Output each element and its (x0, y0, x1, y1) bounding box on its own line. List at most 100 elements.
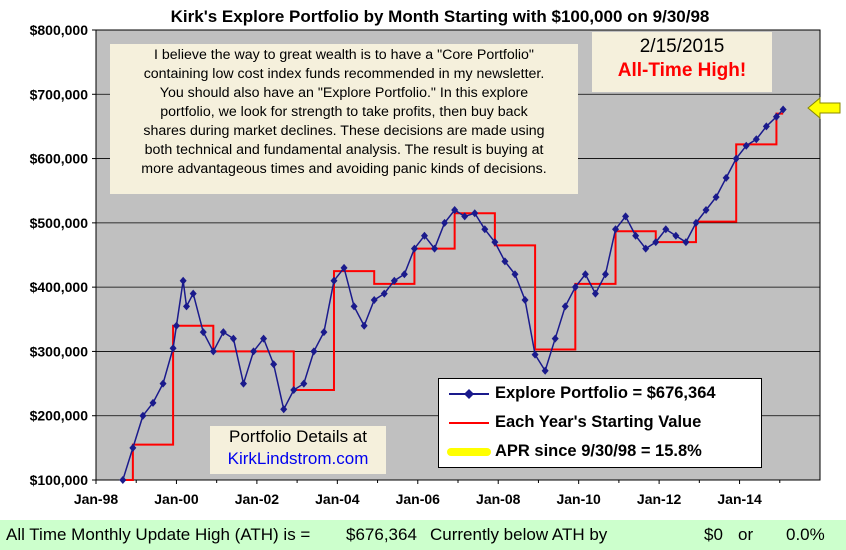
legend-label-apr: APR since 9/30/98 = 15.8% (495, 442, 702, 460)
explore-portfolio-point (591, 289, 599, 298)
y-tick-label: $400,000 (30, 279, 89, 295)
y-tick-label: $100,000 (30, 472, 89, 488)
y-axis-ticks: $100,000 $200,000 $300,000 $400,000 $500,000… (30, 22, 96, 488)
explore-portfolio-point (742, 141, 750, 150)
x-tick-label: Jan-98 (74, 491, 119, 507)
explore-portfolio-point (601, 270, 609, 279)
explore-portfolio-point (250, 347, 258, 356)
explore-portfolio-point (280, 405, 288, 414)
explore-portfolio-point (119, 476, 127, 484)
explore-portfolio-point (692, 218, 700, 227)
explore-portfolio-point (481, 225, 489, 234)
explore-portfolio-point (340, 263, 348, 272)
note-line: containing low cost index funds recommen… (143, 66, 545, 82)
explore-portfolio-point (183, 302, 190, 311)
x-axis-ticks: Jan-98 Jan-00 Jan-02 Jan-04 Jan-06 Jan-08 Jan-… (74, 480, 781, 507)
explore-portfolio-point (551, 334, 559, 343)
explore-portfolio-point (652, 238, 660, 247)
note-line: both technical and fundamental analysis.… (144, 142, 544, 158)
explore-portfolio-point (622, 212, 630, 221)
arrow-pointer-icon (807, 96, 841, 120)
explore-portfolio-point (199, 328, 207, 337)
explore-portfolio-point (320, 328, 328, 337)
series-explore-portfolio (119, 105, 787, 484)
explore-portfolio-point (209, 347, 217, 356)
explore-portfolio-point (370, 296, 378, 304)
explore-portfolio-point (330, 276, 338, 285)
y-tick-label: $700,000 (30, 86, 89, 102)
explore-portfolio-point (229, 334, 237, 343)
explore-portfolio-point (390, 276, 398, 285)
legend-label-starting: Each Year's Starting Value (495, 413, 702, 431)
chart-title: Kirk's Explore Portfolio by Month Starti… (171, 7, 710, 26)
explore-portfolio-point (189, 289, 197, 298)
y-tick-label: $200,000 (30, 408, 89, 424)
explore-portfolio-point (712, 193, 720, 202)
explore-portfolio-point (762, 122, 770, 131)
explore-portfolio-point (139, 411, 147, 420)
explore-portfolio-point (260, 334, 268, 343)
footer-below-amount: $0 (704, 525, 723, 544)
explore-portfolio-point (400, 270, 408, 279)
ath-date-box: 2/15/2015 All-Time High! (592, 32, 772, 92)
explore-portfolio-point (571, 283, 579, 292)
x-tick-label: Jan-00 (154, 491, 199, 507)
explore-portfolio-point (159, 379, 167, 388)
ath-footer: All Time Monthly Update High (ATH) is = … (0, 520, 846, 550)
explore-portfolio-point (169, 344, 177, 353)
y-tick-label: $600,000 (30, 151, 89, 167)
explore-portfolio-point (172, 321, 180, 330)
y-tick-label: $500,000 (30, 215, 89, 231)
explore-portfolio-point (471, 209, 479, 218)
explore-portfolio-point (531, 350, 539, 359)
explore-portfolio-point (149, 398, 157, 407)
legend-swatch-apr (447, 448, 491, 456)
legend-item-apr: APR since 9/30/98 = 15.8% (439, 440, 761, 464)
x-tick-label: Jan-14 (717, 491, 762, 507)
details-text: Portfolio Details at (229, 427, 367, 446)
explore-portfolio-point (350, 302, 358, 311)
x-tick-label: Jan-08 (476, 491, 521, 507)
y-tick-label: $300,000 (30, 343, 89, 359)
explore-portfolio-point (300, 379, 308, 388)
explore-portfolio-point (662, 225, 670, 234)
note-line: I believe the way to great wealth is to … (154, 47, 534, 63)
note-line: You should also have an "Explore Portfol… (159, 85, 529, 101)
explore-portfolio-point (632, 231, 640, 240)
note-line: portfolio, we look for strength to take … (160, 104, 528, 120)
note-line: more advantageous times and avoiding pan… (141, 161, 547, 177)
explore-portfolio-point (310, 347, 318, 356)
x-tick-label: Jan-02 (235, 491, 280, 507)
legend-swatch-starting (449, 422, 489, 424)
explore-portfolio-point (772, 112, 780, 121)
y-tick-label: $800,000 (30, 22, 89, 38)
ath-date: 2/15/2015 (639, 36, 725, 57)
explore-portfolio-point (290, 386, 298, 394)
explore-portfolio-point (219, 328, 227, 337)
explore-portfolio-point (752, 135, 760, 144)
explore-portfolio-point (581, 270, 589, 279)
footer-or: or (738, 525, 754, 544)
explore-portfolio-point (270, 360, 278, 369)
explore-portfolio-point (431, 244, 439, 253)
explore-portfolio-point (179, 276, 187, 285)
x-tick-label: Jan-04 (315, 491, 360, 507)
x-tick-label: Jan-06 (396, 491, 441, 507)
philosophy-note: I believe the way to great wealth is to … (110, 44, 578, 194)
explore-portfolio-point (541, 366, 549, 375)
explore-portfolio-point (702, 206, 710, 214)
explore-portfolio-point (360, 321, 368, 330)
explore-portfolio-point (682, 238, 690, 247)
explore-portfolio-point (239, 379, 247, 388)
explore-portfolio-point (672, 231, 680, 240)
explore-portfolio-point (511, 270, 519, 279)
legend-item-explore: Explore Portfolio = $676,364 (439, 382, 761, 406)
explore-portfolio-point (491, 238, 499, 247)
explore-portfolio-point (501, 257, 509, 266)
note-line: shares during market declines. These dec… (143, 123, 545, 139)
details-link[interactable]: KirkLindstrom.com (227, 449, 369, 468)
x-tick-label: Jan-12 (637, 491, 682, 507)
portfolio-details-box: Portfolio Details at KirkLindstrom.com (210, 426, 386, 474)
explore-portfolio-point (521, 296, 529, 304)
legend-swatch-explore (449, 389, 489, 399)
